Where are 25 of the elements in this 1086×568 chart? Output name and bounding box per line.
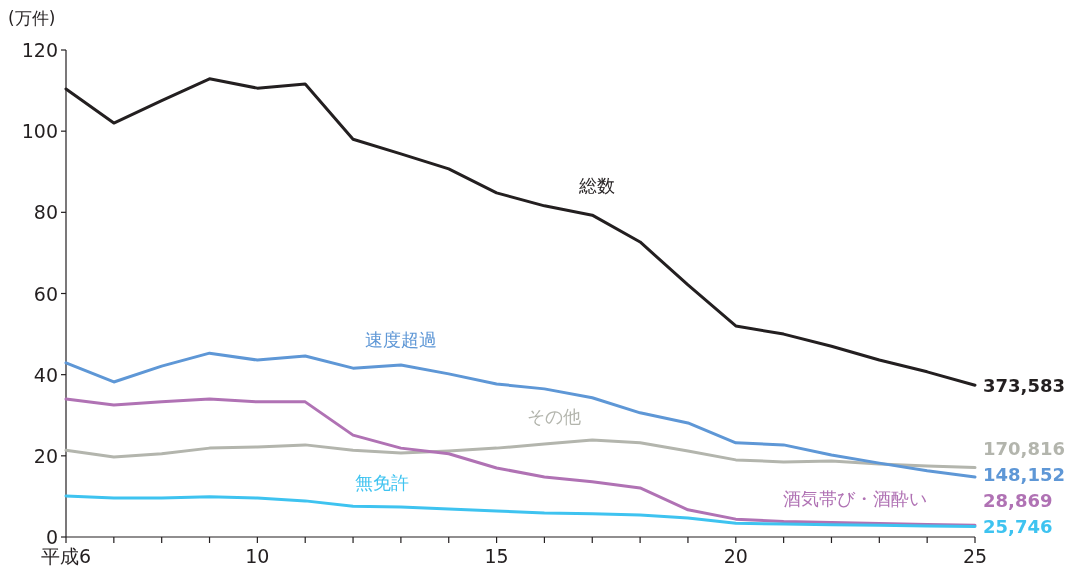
text: 373,583	[983, 375, 1065, 397]
y-tick-label: 80	[33, 201, 58, 224]
text: 148,152	[983, 464, 1065, 486]
x-tick-label: 15	[484, 545, 509, 567]
y-tick-label: 100	[21, 120, 58, 143]
x-tick-label: 平成6	[40, 545, 92, 567]
y-tick-label: 20	[33, 444, 58, 467]
x-tick-label: 25	[962, 545, 988, 567]
line-series	[64, 397, 977, 527]
x-tick-label: 10	[245, 545, 270, 567]
y-axis-title: (万件)	[8, 8, 56, 28]
x-tick-label: 20	[723, 545, 748, 567]
y-tick-label: 60	[33, 282, 58, 305]
series-label: 無免許	[354, 472, 409, 494]
text: 170,816	[983, 438, 1065, 460]
series-label: 速度超過	[364, 329, 437, 351]
line-series	[64, 438, 977, 470]
series-label: 総数	[578, 175, 616, 197]
text: 25,746	[983, 516, 1053, 538]
text: 28,869	[983, 490, 1053, 512]
series-label: その他	[526, 406, 581, 428]
y-tick-label: 40	[33, 363, 58, 386]
y-tick-label: 120	[21, 39, 58, 61]
y-tick-label: 0	[45, 526, 58, 548]
series-label: 酒気帯び・酒酔い	[783, 487, 928, 509]
